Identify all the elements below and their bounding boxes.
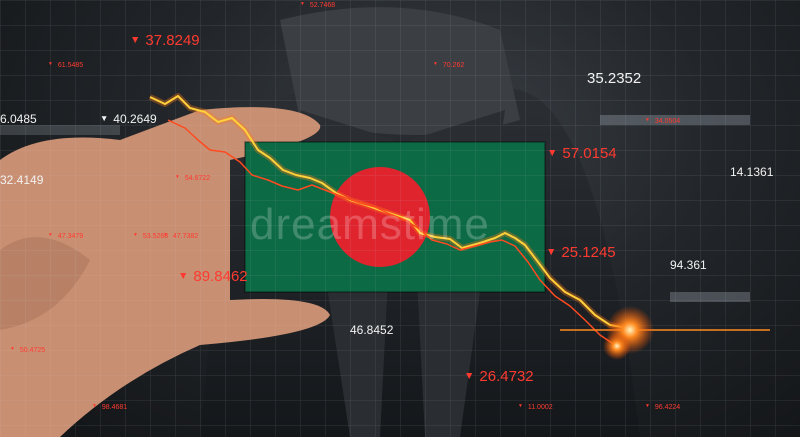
- value-label: 94.361: [670, 258, 707, 272]
- value-label: 50.4725: [10, 347, 45, 354]
- value-label: 26.4732: [464, 368, 533, 385]
- value-label: 6.0485: [0, 112, 37, 126]
- value-label: 61.5485: [48, 62, 83, 69]
- glow-point: [603, 332, 631, 360]
- value-label: 57.0154: [547, 145, 616, 162]
- value-label: 25.1245: [546, 244, 615, 261]
- value-label: 98.4681: [92, 404, 127, 411]
- watermark: dreamstime: [250, 200, 490, 249]
- gray-bar: [670, 292, 750, 302]
- value-label: 34.0504: [645, 118, 680, 125]
- value-label: 37.8249: [130, 32, 199, 49]
- value-label: 32.4149: [0, 173, 44, 187]
- value-label: 96.4224: [645, 404, 680, 411]
- value-label: 53.5268: [133, 233, 168, 240]
- value-label: 47.3479: [48, 233, 83, 240]
- value-label: 40.2649: [100, 112, 156, 126]
- value-label: 89.8462: [178, 268, 247, 285]
- value-label: 47.7382: [163, 233, 198, 240]
- value-label: 70.262: [433, 62, 464, 69]
- value-label: 14.1361: [730, 165, 774, 179]
- value-label: 46.8452: [350, 323, 394, 337]
- value-label: 54.6722: [175, 175, 210, 182]
- value-label: 35.2352: [587, 70, 642, 87]
- value-label: 11.0002: [518, 404, 553, 411]
- value-label: 52.7468: [300, 2, 335, 9]
- falling-chart-line: [148, 93, 770, 346]
- gray-bar: [0, 125, 120, 135]
